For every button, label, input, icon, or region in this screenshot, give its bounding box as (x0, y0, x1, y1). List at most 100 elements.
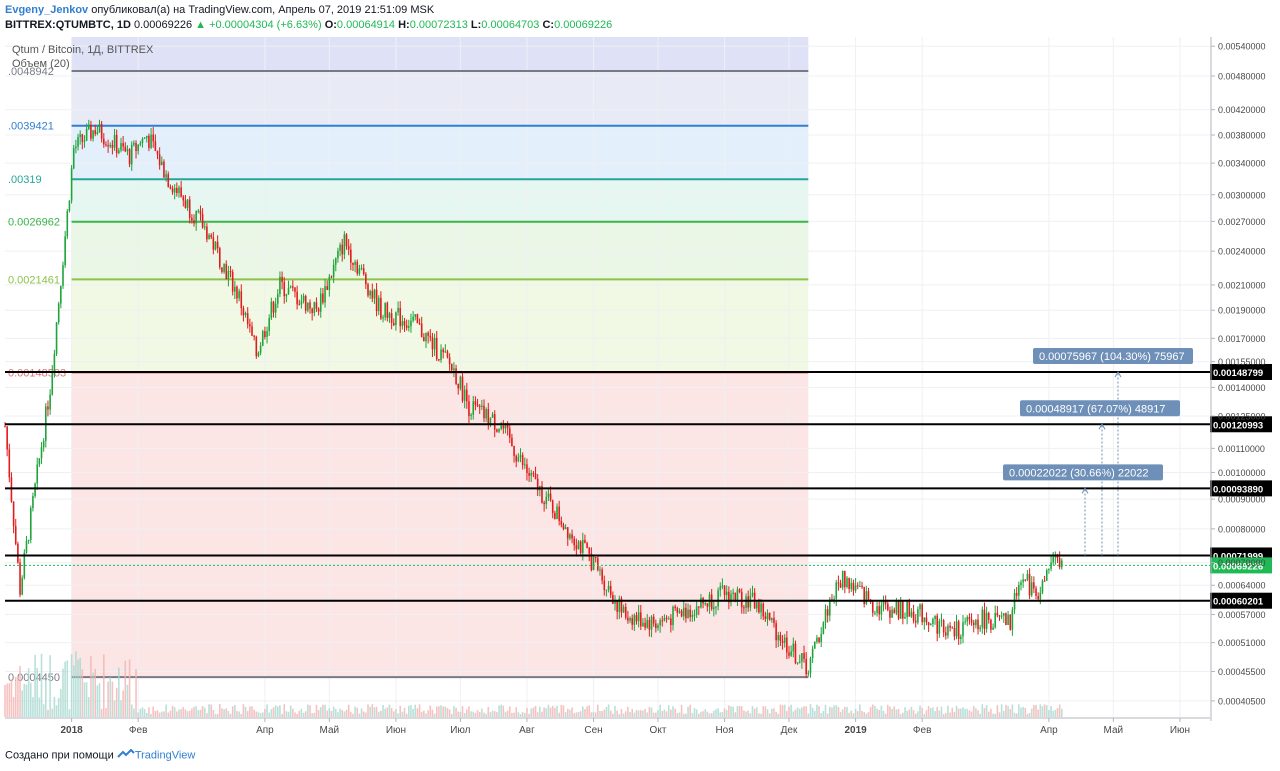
measure-label-box (1033, 347, 1193, 364)
candle-body (83, 140, 86, 142)
volume-bar (848, 712, 850, 717)
chart-area[interactable]: .0048942 .0039421 .00319 0.0026962 0.0021461… (0, 37, 1280, 747)
volume-bar (111, 681, 114, 717)
candle-body (734, 592, 737, 601)
candle-body (55, 322, 58, 354)
measure-label-text: 0.00022022 (30.66%) 22022 (1009, 467, 1148, 479)
volume-bar (1060, 708, 1063, 717)
candle-body (343, 234, 346, 255)
price-tick-label: 0.00100000 (1218, 468, 1266, 478)
volume-bar (519, 713, 522, 717)
last-price: 0.00069226 (133, 19, 193, 31)
candle-body (880, 605, 883, 615)
volume-bar (856, 711, 859, 717)
volume-bar (992, 713, 994, 717)
candle-body (498, 428, 500, 432)
volume-bar (126, 684, 129, 717)
volume-bar (962, 707, 964, 717)
price-tick-label: 0.00270000 (1218, 217, 1266, 227)
measure-label-text: 0.00048917 (67.07%) 48917 (1026, 403, 1165, 415)
volume-bar (887, 704, 889, 717)
candle-body (358, 268, 361, 274)
candle-body (148, 135, 150, 148)
candle-body (143, 137, 146, 139)
candle-body (42, 440, 45, 448)
candle-body (551, 500, 554, 513)
volume-bar (493, 711, 496, 717)
close-label: C: (542, 19, 555, 31)
volume-bar (145, 713, 148, 717)
volume-bar (148, 707, 150, 717)
volume-bar (1035, 704, 1037, 717)
candle-body (762, 603, 765, 617)
candle-body (420, 323, 423, 337)
candle-body (655, 623, 657, 629)
volume-bar (90, 656, 92, 717)
volume-bar (912, 710, 915, 717)
volume-bar (970, 711, 973, 717)
candle-body (319, 293, 322, 312)
footer-brand[interactable]: TradingView (134, 749, 196, 762)
volume-bar (474, 712, 477, 717)
candle-body (481, 405, 483, 407)
candle-body (532, 472, 535, 474)
volume-bar (773, 708, 775, 717)
candle-body (917, 609, 919, 623)
volume-bar (14, 676, 17, 717)
volume-bar (526, 707, 528, 717)
fib-band (71, 125, 809, 180)
volume-bar (949, 712, 951, 717)
candle-body (646, 619, 649, 628)
candle-body (227, 271, 230, 280)
volume-bar (195, 706, 197, 717)
volume-bar (49, 655, 51, 717)
volume-bar (979, 713, 981, 717)
volume-bar (27, 668, 30, 717)
candle-body (487, 409, 490, 426)
candle-body (786, 637, 788, 653)
level-price-tag (1210, 480, 1272, 497)
author-name[interactable]: Evgeny_Jenkov (5, 4, 89, 16)
volume-bar (289, 705, 292, 717)
candle-body (697, 606, 700, 608)
volume-bar (637, 710, 640, 717)
candle-body (927, 622, 930, 626)
volume-bar (732, 706, 734, 717)
volume-bar (633, 712, 636, 717)
volume-bar (392, 711, 395, 717)
candle-body (528, 473, 530, 476)
volume-bar (710, 713, 713, 717)
candle-body (137, 144, 139, 152)
candle-body (639, 612, 642, 627)
volume-bar (921, 707, 923, 717)
price-chart-svg[interactable]: .0048942 .0039421 .00319 0.0026962 0.0021461… (0, 37, 1280, 742)
candle-body (929, 624, 932, 626)
volume-bar (884, 713, 887, 717)
candle-body (399, 308, 402, 327)
volume-bar (715, 709, 717, 717)
candle-body (650, 616, 653, 630)
volume-bar (566, 708, 569, 717)
volume-bar (627, 706, 629, 717)
volume-bar (680, 704, 683, 717)
volume-bar (1037, 709, 1039, 717)
volume-bar (416, 708, 419, 717)
volume-bar (96, 685, 99, 717)
candle-body (633, 615, 636, 625)
candle-body (543, 502, 545, 505)
volume-bar (347, 704, 350, 717)
candle-body (833, 598, 835, 600)
volume-bar (466, 709, 468, 717)
volume-bar (936, 706, 939, 717)
candle-body (218, 248, 221, 268)
candle-body (511, 437, 513, 447)
candle-body (431, 337, 434, 350)
candle-body (410, 320, 412, 327)
volume-bar (420, 711, 423, 717)
open-label: O: (324, 19, 337, 31)
candle-body (627, 617, 629, 621)
candle-body (206, 226, 208, 240)
volume-bar (476, 710, 479, 717)
candle-body (878, 606, 881, 615)
volume-bar (599, 710, 601, 717)
